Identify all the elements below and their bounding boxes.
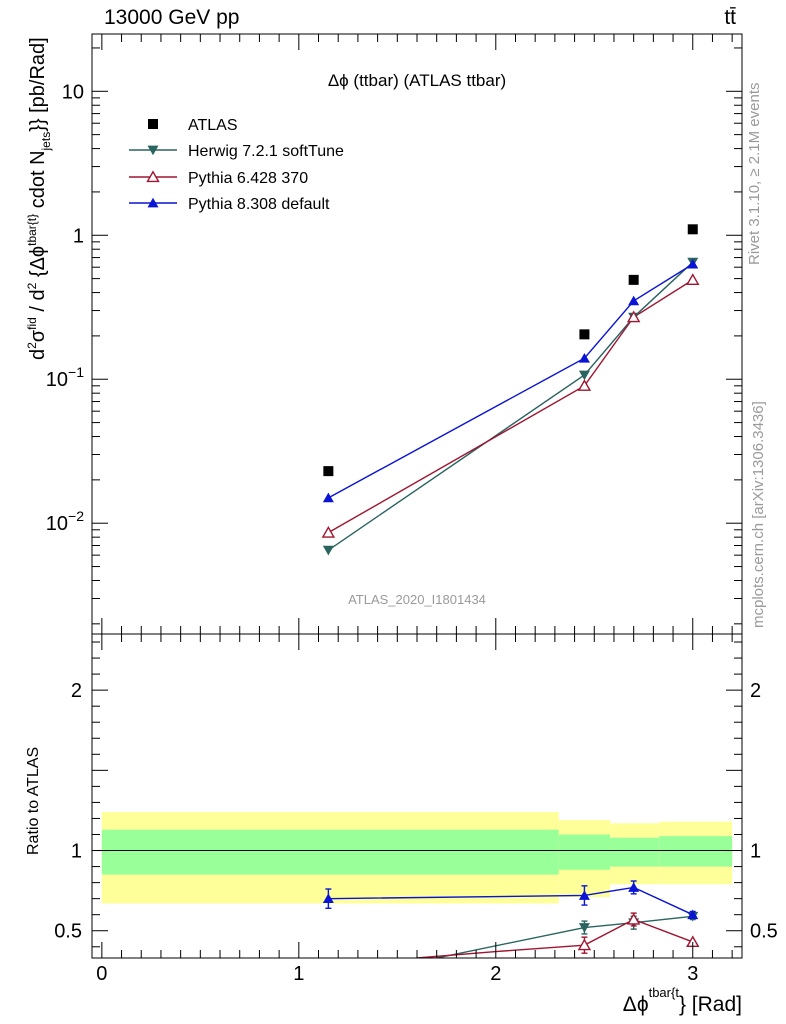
- ratio-y-axis-label: Ratio to ATLAS: [25, 747, 42, 855]
- header-right: tt̄: [724, 6, 736, 29]
- analysis-watermark: ATLAS_2020_I1801434: [348, 592, 486, 607]
- data-point-0-2: [628, 274, 639, 285]
- x-axis-label: Δϕtbar{t} [Rad]: [623, 985, 742, 1016]
- ratio-point-1-3: [577, 938, 592, 951]
- series-line-3: [328, 263, 694, 499]
- ratio-point-2-1: [578, 890, 590, 900]
- legend-label-1: Herwig 7.2.1 softTune: [188, 143, 344, 160]
- ratio-y-tick-label-right-1: 1: [750, 841, 761, 863]
- y-tick-label-1: 10−1: [46, 364, 84, 391]
- y-axis-label: d2σfid / d2 {Δϕtbar{t} cdot Njets}} [pb/…: [25, 37, 53, 360]
- ratio-x-tick-label-2: 2: [490, 963, 501, 985]
- ratio-x-tick-label-3: 3: [687, 963, 698, 985]
- series-line-1: [327, 261, 694, 551]
- ratio-frame: [91, 633, 743, 959]
- ratio-y-tick-label-right-2: 2: [750, 680, 761, 702]
- uncertainty-band-inner-3: [659, 836, 733, 867]
- data-point-2-0: [321, 526, 336, 538]
- legend-marker-2: [146, 170, 160, 183]
- legend-marker-1: [147, 145, 159, 156]
- data-point-1-1: [578, 370, 590, 381]
- ratio-panel: 0.5 0.5 1 1 2 2 0 1 2 3 Ratio to ATLAS Δϕtbar{t} [R…: [25, 633, 778, 1016]
- y-tick-label-2: 1: [73, 225, 84, 247]
- data-point-2-3: [686, 273, 700, 285]
- ratio-x-tick-label-0: 0: [96, 963, 107, 985]
- ratio-point-1-4: [626, 912, 641, 925]
- uncertainty-band-inner-0: [101, 829, 559, 875]
- data-point-3-2: [628, 295, 640, 306]
- ratio-line-2: [328, 886, 694, 916]
- legend-marker-0: [148, 119, 158, 129]
- data-point-0-0: [323, 466, 334, 477]
- data-point-0-1: [579, 329, 590, 340]
- main-panel: 10−2 10−1 1 10 Δϕ (ttbar) (ATLAS ttbar) ATLAS…: [25, 33, 743, 635]
- y-tick-label-3: 10: [62, 81, 84, 103]
- data-point-1-0: [322, 545, 334, 556]
- data-point-3-0: [322, 492, 334, 503]
- ratio-y-tick-label-2: 2: [71, 680, 82, 702]
- ratio-point-0-2: [578, 923, 590, 933]
- legend-label-3: Pythia 8.308 default: [188, 196, 330, 213]
- ratio-y-tick-label-right-0: 0.5: [750, 921, 778, 943]
- ratio-line-1: [414, 918, 694, 958]
- data-point-2-2: [626, 310, 641, 323]
- uncertainty-band-inner-2: [610, 837, 660, 867]
- legend-marker-3: [147, 197, 159, 208]
- chart-title: Δϕ (ttbar) (ATLAS ttbar): [328, 71, 506, 90]
- data-point-2-1: [577, 379, 592, 391]
- y-tick-label-0: 10−2: [46, 508, 84, 535]
- uncertainty-band-inner-1: [558, 834, 611, 870]
- header-left: 13000 GeV pp: [104, 6, 240, 29]
- ratio-line-0: [432, 915, 693, 958]
- ratio-y-tick-label-1: 1: [71, 841, 82, 863]
- ratio-x-tick-label-1: 1: [293, 963, 304, 985]
- ratio-series: [322, 880, 700, 958]
- series-line-2: [328, 279, 694, 534]
- data-point-3-1: [578, 352, 590, 363]
- ratio-point-2-0: [322, 893, 334, 904]
- data-point-0-3: [687, 224, 698, 235]
- data-point-3-3: [687, 258, 699, 269]
- legend-label-0: ATLAS: [188, 117, 238, 134]
- ratio-point-2-2: [628, 882, 640, 892]
- ratio-y-tick-label-0: 0.5: [54, 921, 82, 943]
- ratio-point-2-3: [687, 909, 699, 920]
- legend-label-2: Pythia 6.428 370: [188, 170, 308, 187]
